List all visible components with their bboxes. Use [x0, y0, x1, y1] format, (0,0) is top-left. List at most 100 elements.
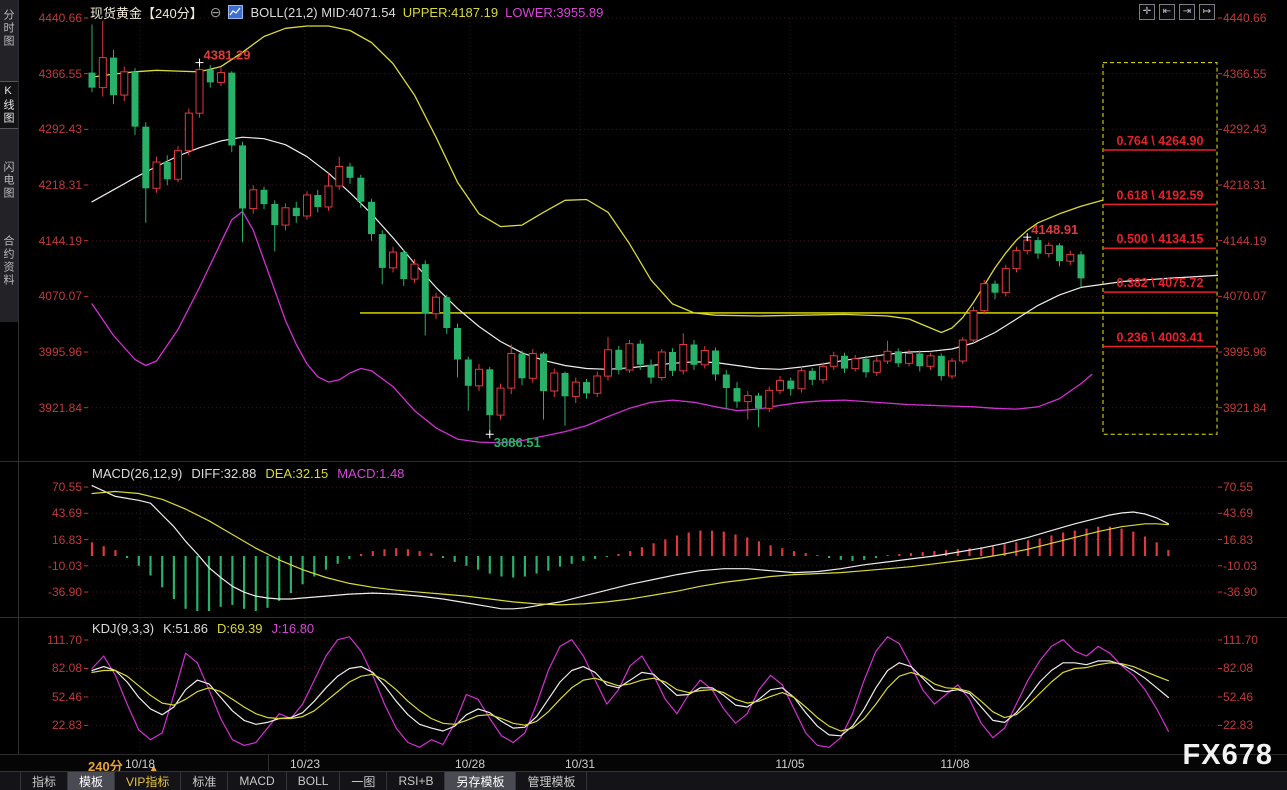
candle — [690, 344, 698, 365]
sidebar-tab-1[interactable]: 分时图 — [2, 9, 14, 48]
axis-label: 16.83 — [51, 532, 82, 547]
period-label: 240分 — [88, 759, 123, 774]
indicator-chart-icon[interactable] — [228, 5, 244, 19]
toolbar-item-10[interactable]: 管理模板 — [516, 772, 588, 790]
axis-label: 4070.07 — [1223, 289, 1267, 304]
macd-dea-label: DEA:32.15 — [265, 466, 329, 481]
toolbar-item-6[interactable]: BOLL — [287, 772, 341, 790]
candle — [120, 71, 129, 96]
candle — [958, 339, 967, 362]
bottom-toolbar: 指标 模板 VIP指标 标准 MACD BOLL 一图 RSI+B 另存模板 管理模板 — [0, 771, 1287, 790]
candle — [657, 351, 666, 378]
axis-label: 43.69 — [51, 506, 82, 521]
macd-plot — [90, 526, 1170, 611]
candle — [324, 185, 333, 208]
candle — [712, 350, 719, 375]
axis-label: -10.03 — [47, 558, 82, 573]
candle — [625, 343, 634, 371]
axis-label: 111.70 — [47, 633, 82, 647]
macd-macd-label: MACD:1.48 — [337, 466, 405, 481]
macd-header: MACD(26,12,9) DIFF:32.88 DEA:32.15 MACD:… — [92, 466, 404, 481]
candle — [184, 112, 193, 152]
candle — [368, 201, 375, 235]
period-selector[interactable]: 240分 ▲ — [88, 756, 159, 775]
toolbar-item-9[interactable]: 另存模板 — [445, 772, 517, 790]
boll-lower-label: LOWER:3955.89 — [505, 4, 604, 20]
candle — [722, 374, 730, 388]
candle — [496, 387, 505, 416]
collapse-icon[interactable]: ⊖ — [209, 3, 222, 20]
scale-y-icon[interactable]: ⇥ — [1179, 4, 1195, 20]
candle — [669, 352, 676, 371]
date-label: 11/08 — [940, 757, 970, 771]
candle — [937, 355, 945, 377]
toolbar-item-7[interactable]: 一图 — [340, 772, 388, 790]
scale-x-icon[interactable]: ⇤ — [1159, 4, 1175, 20]
candle — [1077, 254, 1085, 279]
kdj-header: KDJ(9,3,3) K:51.86 D:69.39 J:16.80 — [92, 621, 314, 636]
axis-label: 4292.43 — [38, 122, 82, 137]
fib-level-label: 0.382 \ 4075.72 — [1117, 276, 1204, 290]
candle — [314, 195, 322, 207]
axis-label: 3995.96 — [38, 345, 82, 360]
move-icon[interactable]: ✛ — [1139, 4, 1155, 20]
candle — [969, 310, 978, 341]
axis-label: 16.83 — [1223, 532, 1254, 547]
candle — [152, 161, 161, 189]
fib-level-label: 0.500 \ 4134.15 — [1117, 232, 1204, 246]
sidebar-tab-3[interactable]: 闪电图 — [2, 161, 14, 200]
candle — [1001, 268, 1010, 294]
toolbar-item-3[interactable]: VIP指标 — [115, 772, 182, 790]
sidebar-tab-4[interactable]: 合约资料 — [2, 235, 14, 287]
axis-label: 70.55 — [1223, 480, 1254, 495]
axis-label: 4144.19 — [1223, 233, 1267, 248]
candle — [916, 353, 924, 367]
toolbar-item-1[interactable]: 指标 — [20, 772, 69, 790]
toolbar-item-5[interactable]: MACD — [228, 772, 287, 790]
axis-label: 52.46 — [51, 689, 82, 704]
candle — [389, 251, 397, 269]
toolbar-item-4[interactable]: 标准 — [181, 772, 229, 790]
candle — [98, 57, 107, 89]
axis-label: 4366.55 — [1223, 66, 1267, 81]
toolbar-item-8[interactable]: RSI+B — [387, 772, 446, 790]
candle — [432, 296, 440, 315]
date-label: 11/05 — [775, 757, 805, 771]
candle — [593, 375, 602, 394]
candle — [378, 234, 386, 268]
fib-box[interactable] — [1102, 62, 1218, 435]
kdj-k-label: K:51.86 — [163, 621, 208, 636]
candle — [561, 373, 569, 397]
candle — [410, 263, 419, 280]
candle — [400, 252, 408, 280]
export-icon[interactable]: ↦ — [1199, 4, 1215, 20]
candle — [948, 360, 956, 377]
axis-label: 4218.31 — [38, 178, 82, 193]
symbol-title: 现货黄金【240分】 — [90, 5, 203, 21]
candle — [464, 359, 472, 386]
candle — [550, 372, 559, 392]
date-label: 10/23 — [289, 757, 321, 771]
axis-label: 4440.66 — [38, 11, 82, 25]
candle — [829, 355, 838, 367]
axis-label: 52.46 — [1223, 689, 1254, 704]
axis-label: 82.08 — [51, 661, 82, 676]
toolbar-item-2[interactable]: 模板 — [68, 772, 116, 790]
candle — [335, 166, 344, 187]
kdj-d-line — [91, 662, 1170, 732]
candle — [303, 194, 311, 217]
candle — [228, 72, 236, 146]
price-annotation: 3886.51 — [494, 435, 541, 450]
candle — [110, 57, 117, 96]
candle — [1023, 239, 1032, 252]
date-axis-row — [0, 754, 1287, 772]
axis-label: -36.90 — [47, 585, 82, 600]
axis-label: 3921.84 — [38, 400, 82, 415]
sidebar-tab-2[interactable]: K线图 — [0, 81, 19, 129]
candle — [862, 358, 870, 373]
candle — [1012, 250, 1021, 270]
candle — [357, 177, 365, 202]
candle — [743, 395, 752, 403]
candle — [679, 344, 688, 372]
